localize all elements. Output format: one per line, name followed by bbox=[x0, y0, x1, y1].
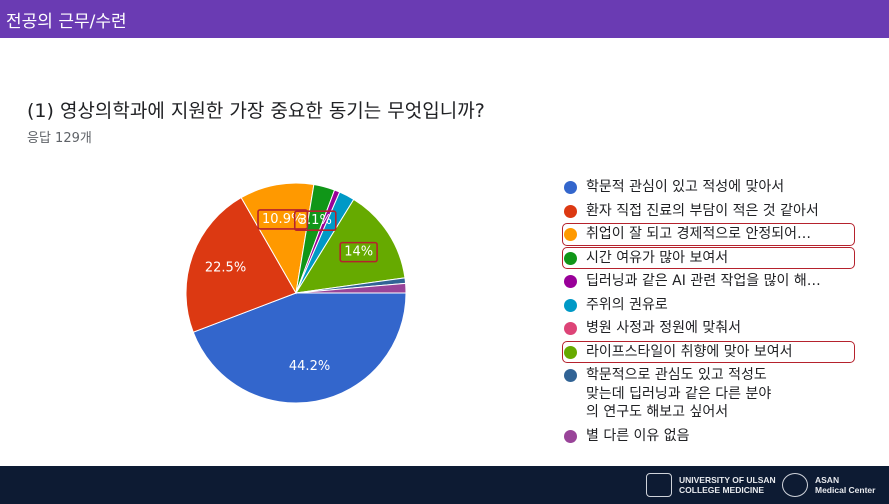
legend-label: 학문적 관심이 있고 적성에 맞아서 bbox=[586, 179, 785, 195]
ulsan-logo-line2: COLLEGE MEDICINE bbox=[679, 485, 765, 495]
legend-swatch-icon bbox=[564, 275, 577, 288]
asan-logo-line2: Medical Center bbox=[815, 485, 876, 495]
legend-swatch-icon bbox=[564, 298, 577, 312]
slice-data-label-7: 14% bbox=[344, 245, 373, 260]
legend-item: 주위의 권유로 bbox=[564, 296, 853, 315]
pie-slice-7 bbox=[295, 198, 406, 294]
question-title: (1) 영상의학과에 지원한 가장 중요한 동기는 무엇입니까? bbox=[27, 100, 485, 122]
legend-item: 환자 직접 진료의 부담이 적은 것 같아서 bbox=[564, 202, 853, 221]
legend-label: 라이프스타일이 취향에 맞아 보여서 bbox=[586, 343, 793, 360]
legend-swatch-icon bbox=[564, 181, 577, 194]
footer-bar: UNIVERSITY OF ULSAN COLLEGE MEDICINE ASA… bbox=[0, 466, 889, 504]
legend-label: 주위의 권유로 bbox=[586, 296, 668, 313]
legend-item: 딥러닝과 같은 AI 관련 작업을 많이 해… bbox=[564, 272, 853, 291]
slice-data-label-3: 3.1% bbox=[299, 213, 332, 228]
slice-data-label-2: 10.9% bbox=[262, 212, 303, 227]
legend-swatch-icon bbox=[564, 369, 577, 382]
legend-swatch-icon bbox=[564, 345, 577, 359]
slice-label-highlight-2 bbox=[257, 209, 309, 230]
asan-emblem-icon bbox=[782, 473, 808, 497]
legend-label: 학문적으로 관심도 있고 적성도 맞는데 딥러닝과 같은 다른 분야 의 연구도… bbox=[586, 367, 772, 420]
legend-label: 딥러닝과 같은 AI 관련 작업을 많이 해… bbox=[586, 273, 821, 289]
legend-swatch-icon bbox=[564, 322, 577, 335]
ulsan-logo-line1: UNIVERSITY OF ULSAN bbox=[679, 475, 776, 485]
legend-label: 취업이 잘 되고 경제적으로 안정되어… bbox=[586, 226, 811, 242]
pie-slice-9 bbox=[295, 282, 407, 294]
asan-logo-line1: ASAN bbox=[815, 475, 840, 485]
pie-slice-1 bbox=[185, 196, 297, 333]
university-of-ulsan-logo: UNIVERSITY OF ULSAN COLLEGE MEDICINE bbox=[646, 473, 776, 497]
legend-item: 별 다른 이유 없음 bbox=[564, 427, 853, 446]
slice-label-highlight-7 bbox=[339, 241, 378, 263]
pie-chart: 44.2% 22.5% 10.9%3.1% 14% bbox=[185, 182, 407, 404]
ulsan-emblem-icon bbox=[646, 473, 672, 497]
legend-swatch-icon bbox=[564, 228, 577, 241]
slice-label-highlight-3 bbox=[293, 210, 337, 232]
legend-label: 환자 직접 진료의 부담이 적은 것 같아서 bbox=[586, 202, 819, 219]
slice-data-label-1: 22.5% bbox=[205, 260, 246, 275]
legend-label: 별 다른 이유 없음 bbox=[586, 427, 690, 444]
legend-item: 라이프스타일이 취향에 맞아 보여서 bbox=[562, 340, 855, 363]
pie-slice-0 bbox=[192, 292, 407, 404]
legend-item: 학문적으로 관심도 있고 적성도 맞는데 딥러닝과 같은 다른 분야 의 연구도… bbox=[564, 366, 853, 422]
legend-label: 병원 사정과 정원에 맞춰서 bbox=[586, 320, 742, 336]
legend-item: 시간 여유가 많아 보여서 bbox=[562, 246, 855, 269]
asan-medical-center-logo: ASAN Medical Center bbox=[782, 473, 875, 497]
legend-swatch-icon bbox=[564, 251, 577, 265]
legend-item: 학문적 관심이 있고 적성에 맞아서 bbox=[564, 178, 853, 197]
response-count: 응답 129개 bbox=[27, 131, 92, 146]
legend-item: 취업이 잘 되고 경제적으로 안정되어… bbox=[562, 223, 855, 246]
legend-label: 시간 여유가 많아 보여서 bbox=[586, 249, 729, 266]
header-title: 전공의 근무/수련 bbox=[6, 12, 127, 32]
slice-data-label-0: 44.2% bbox=[289, 359, 330, 374]
legend-swatch-icon bbox=[564, 204, 577, 218]
header-bar: 전공의 근무/수련 bbox=[0, 0, 889, 38]
legend-swatch-icon bbox=[564, 429, 577, 443]
legend-item: 병원 사정과 정원에 맞춰서 bbox=[564, 319, 853, 338]
